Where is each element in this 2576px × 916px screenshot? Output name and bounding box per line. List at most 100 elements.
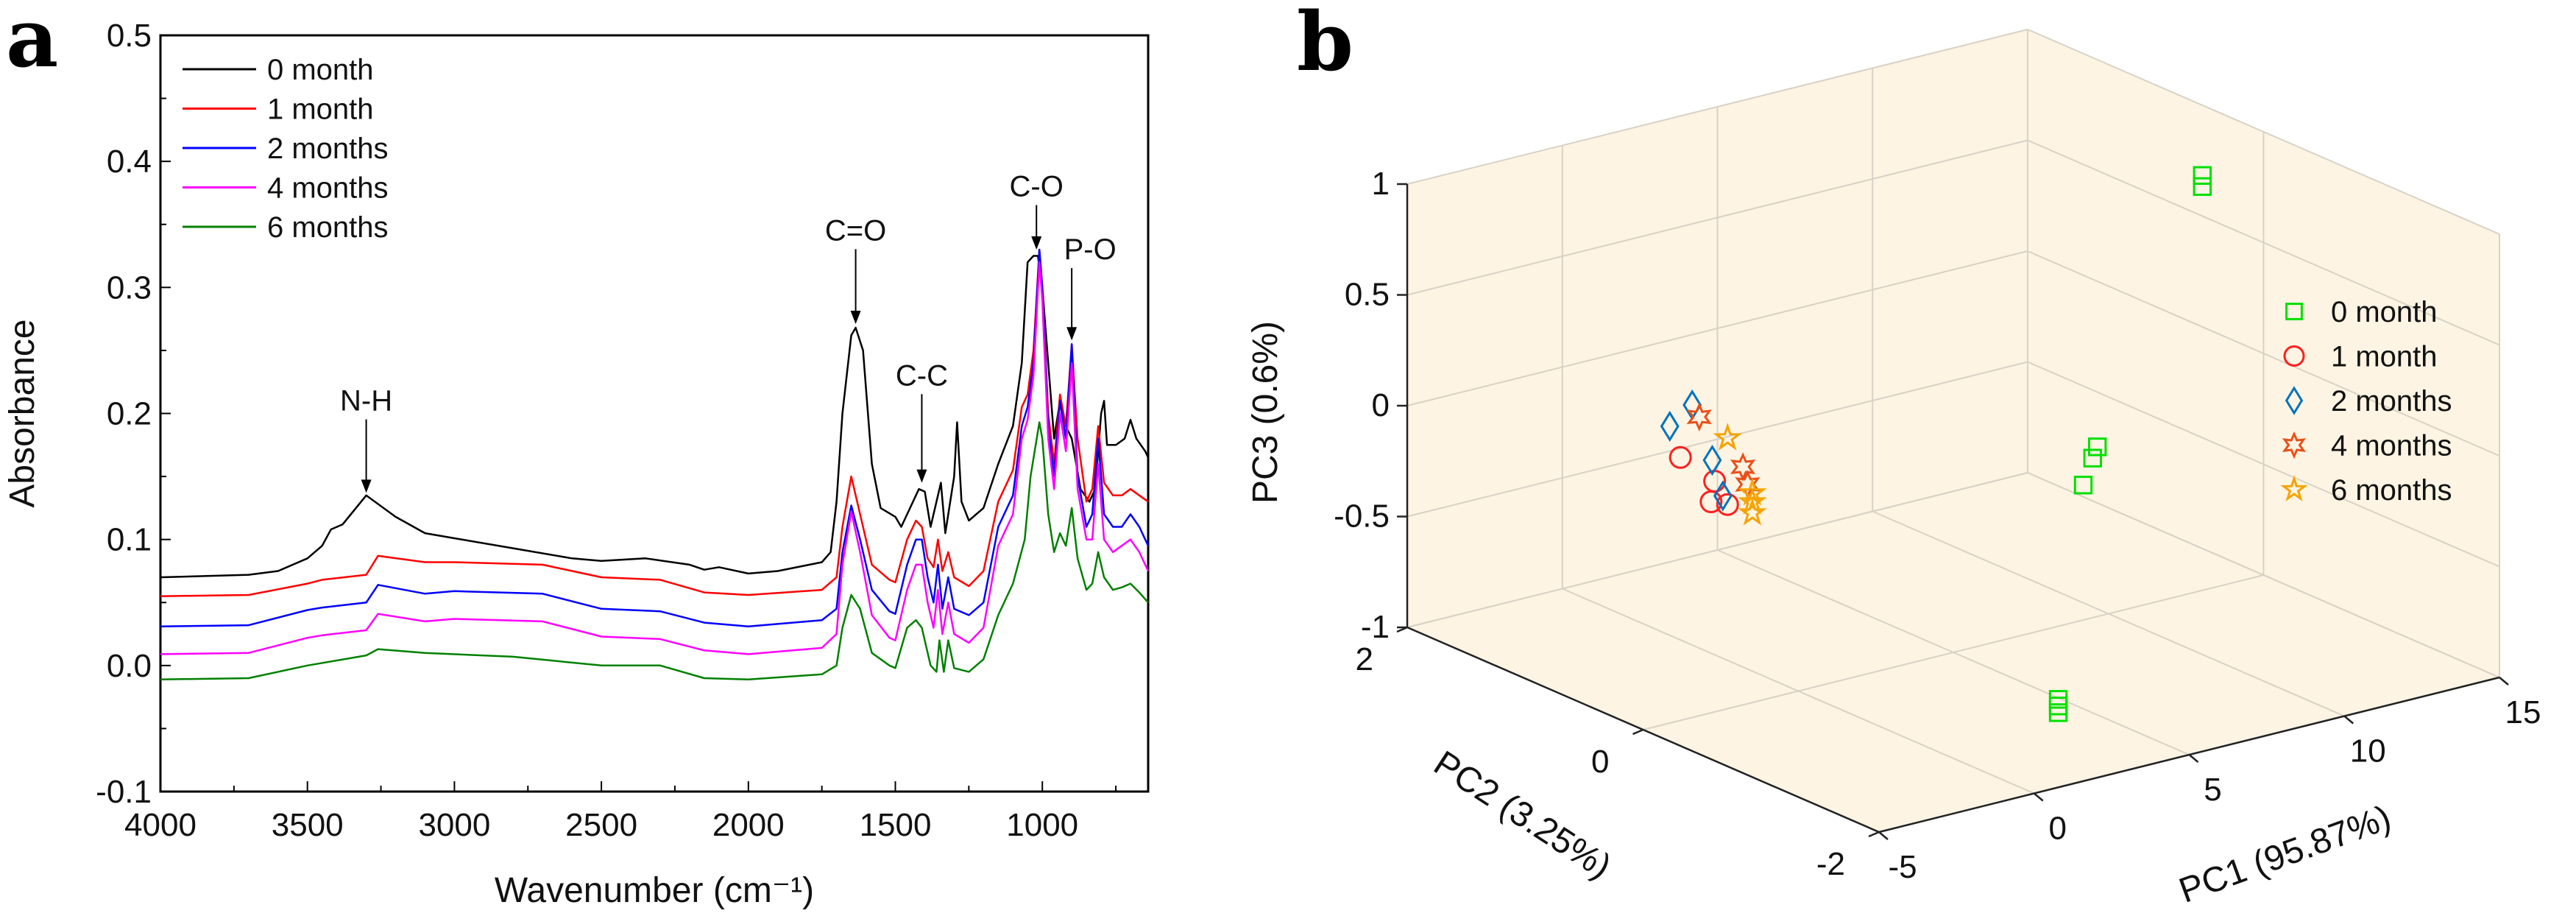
series-line-0-month <box>160 255 1150 579</box>
data-point-4-months <box>1686 402 1712 431</box>
legend-label: 2 months <box>267 133 389 165</box>
annotation-label: C=O <box>825 214 886 247</box>
grid-line <box>1406 139 2028 296</box>
data-point-6-months <box>1738 497 1767 526</box>
pc1-tick-label: 5 <box>2204 772 2221 808</box>
annotation-arrow-head <box>850 310 861 324</box>
data-point-0-month <box>2193 177 2212 197</box>
x-axis-title: Wavenumber (cm⁻¹) <box>495 871 814 910</box>
x-tick <box>2033 792 2044 802</box>
z-tick-label: 0 <box>1372 387 1390 423</box>
panel-a-spectra-chart: Wavenumber (cm⁻¹) Absorbance 4000 3500 300… <box>3 18 1150 910</box>
data-point-1-month <box>1716 493 1739 516</box>
annotation-arrow-head <box>361 479 372 493</box>
series-line-1-month <box>160 248 1149 597</box>
legend-label: 2 months <box>2331 385 2452 418</box>
legend-label: 4 months <box>267 172 389 205</box>
legend-marker <box>2285 386 2304 415</box>
annotation-label: C-O <box>1010 171 1064 203</box>
panel-b-pca-3d-scatter: PC1 (95.87%) PC2 (3.25%) PC3 (0.6%) -1 -0… <box>1246 29 2541 911</box>
data-point-0-month <box>2087 437 2107 457</box>
legend-label: 0 month <box>267 54 374 86</box>
x-tick-label: 3000 <box>418 807 490 843</box>
panel-label-a: a <box>6 0 58 85</box>
grid-line <box>1406 29 2028 185</box>
z-tick-label: 0.5 <box>1345 277 1390 313</box>
legend-marker <box>2285 303 2303 320</box>
y-tick-label: 0.5 <box>107 18 152 54</box>
pc2-axis-title: PC2 (3.25%) <box>1427 744 1618 887</box>
z-tick-label: -1 <box>1361 609 1390 645</box>
grid-line <box>1643 574 2264 730</box>
x-tick <box>1878 831 1889 840</box>
series-line-4-months <box>160 261 1150 655</box>
legend-label: 6 months <box>267 211 389 244</box>
series-line-2-months <box>160 248 1150 628</box>
x-tick-label: 4000 <box>124 807 197 843</box>
x-tick-label: 1000 <box>1006 807 1078 843</box>
legend-label: 1 month <box>2331 341 2438 373</box>
x-tick-label: 1500 <box>860 807 932 843</box>
y-tick-label: 0.3 <box>107 269 152 306</box>
legend-label: 1 month <box>267 94 374 126</box>
x-tick-label: 3500 <box>272 807 344 843</box>
annotation-label: C-C <box>896 359 948 392</box>
panel-label-b: b <box>1297 0 1354 89</box>
legend-label: 0 month <box>2331 296 2438 328</box>
pc3-axis-title: PC3 (0.6%) <box>1246 321 1285 504</box>
data-point-1-month <box>1669 445 1692 469</box>
legend-label: 4 months <box>2331 430 2452 462</box>
grid-line <box>1406 250 2028 406</box>
pc1-tick-label: 10 <box>2350 733 2386 769</box>
annotation-arrow-head <box>1066 327 1078 341</box>
y-tick-label: -0.1 <box>96 774 152 810</box>
data-point-0-month <box>2083 448 2102 468</box>
data-point-0-month <box>2193 166 2212 185</box>
data-point-2-months <box>1713 480 1733 512</box>
y-tick-label: 0.4 <box>107 144 152 180</box>
pc2-tick-label: 2 <box>1356 641 1373 677</box>
x-tick <box>2188 754 2199 763</box>
z-tick-label: -0.5 <box>1334 498 1390 535</box>
legend-label: 6 months <box>2331 474 2452 507</box>
series-line-6-months <box>160 421 1149 680</box>
y-tick-label: 0.0 <box>107 648 152 684</box>
pc1-axis-title: PC1 (95.87%) <box>2174 798 2396 911</box>
x-tick <box>2499 677 2509 686</box>
y-tick-label: 0.1 <box>107 522 152 558</box>
data-point-1-month <box>1699 490 1723 514</box>
legend-marker <box>2283 345 2305 367</box>
data-point-6-months <box>1738 486 1767 515</box>
annotation-arrow-head <box>1031 236 1042 250</box>
data-point-0-month <box>2073 476 2093 495</box>
y-axis-title: Absorbance <box>3 319 42 507</box>
z-tick-label: 1 <box>1372 166 1390 202</box>
grid-line <box>2027 29 2500 235</box>
y-tick-label: 0.2 <box>107 396 152 432</box>
x-tick-label: 2000 <box>712 807 785 843</box>
legend-marker <box>2280 475 2308 501</box>
y-tick <box>1632 728 1643 736</box>
pc1-tick-label: 15 <box>2505 694 2541 730</box>
grid-line <box>2027 361 2500 568</box>
data-point-6-months <box>1713 423 1743 451</box>
y-tick <box>1868 831 1880 838</box>
data-point-2-months <box>1702 444 1722 476</box>
data-point-2-months <box>1660 410 1680 442</box>
annotation-label: N-H <box>340 385 392 418</box>
data-point-0-month <box>2048 703 2068 722</box>
grid-line <box>1406 361 2028 518</box>
y-tick <box>1396 626 1408 633</box>
pc1-tick-label: 0 <box>2049 811 2067 847</box>
x-tick <box>2343 715 2354 725</box>
grid-line <box>1406 472 2028 628</box>
legend-marker <box>2282 431 2307 459</box>
grid-line <box>2027 139 2500 346</box>
grid-line <box>2027 250 2500 457</box>
grid-line <box>2027 472 2500 678</box>
annotation-label: P-O <box>1064 233 1117 266</box>
pc2-tick-label: 0 <box>1591 744 1609 780</box>
x-tick-label: 2500 <box>565 807 637 843</box>
pc2-tick-label: -2 <box>1816 846 1845 882</box>
